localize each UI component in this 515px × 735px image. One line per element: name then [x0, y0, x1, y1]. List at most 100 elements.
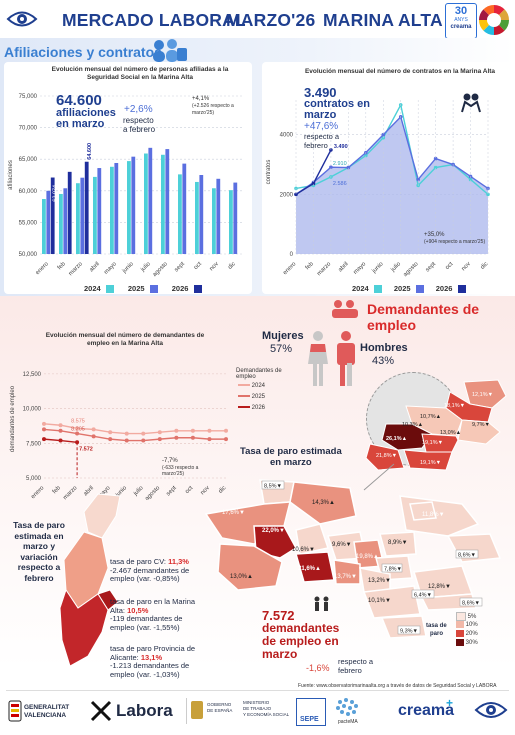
zoom-region-8 — [403, 449, 453, 471]
map-label-m12: 13,7%▼ — [334, 574, 357, 580]
map-legend-title1: tasa de — [426, 623, 447, 629]
zoom-label-z9: 21,8%▼ — [376, 453, 397, 459]
demandantes-legend-title: Demandantes de empleo — [236, 368, 282, 380]
badge-years: ANYS — [454, 17, 468, 23]
x-tick-label: dic — [480, 261, 490, 271]
y-tick-label: 7,500 — [26, 441, 42, 447]
x-tick-label: mayo — [353, 261, 368, 276]
y-tick-label: 75,000 — [19, 94, 38, 100]
point-2025-marzo — [75, 431, 80, 436]
afiliaciones-kpi-value: 64.600 — [56, 92, 102, 109]
point-2025-junio — [124, 438, 129, 443]
x-tick-label: oct — [445, 261, 455, 271]
alicante-province — [59, 588, 109, 667]
point-2024-dic — [224, 428, 228, 433]
tasa-paro-title1: Tasa de paro estimada — [240, 446, 342, 457]
y-axis-label: afiliaciones — [8, 160, 14, 190]
point-2024-julio — [141, 431, 146, 436]
afiliaciones-note: +4,1% — [192, 96, 210, 102]
point-2024-feb — [58, 423, 63, 428]
spain-shield-icon — [191, 701, 203, 719]
point-2025-mayo — [108, 437, 113, 442]
x-tick-label: marzo — [68, 261, 84, 277]
bar-2026-feb — [67, 171, 72, 254]
woman-icon — [306, 330, 330, 388]
bar-2025-abril — [97, 168, 102, 254]
contratos-chart-title: Evolución mensual del número de contrato… — [304, 68, 496, 75]
map-label-m13: 13,0%▲ — [230, 574, 253, 580]
x-tick-label: marzo — [316, 261, 332, 277]
zoom-connector — [363, 463, 395, 491]
header-title-left: MERCADO LABORAL — [62, 10, 246, 30]
point-2026-enero — [42, 437, 46, 442]
afiliaciones-section-title: Afiliaciones y contratos — [4, 44, 162, 60]
people-meeting-icon — [330, 298, 362, 320]
x-tick-label: sept — [174, 261, 186, 273]
header-eye-logo — [6, 6, 38, 32]
data-label-2025-marzo: 62.074 — [52, 185, 58, 202]
badge-brand: creama — [450, 24, 472, 30]
afiliaciones-bar-chart: 50,000 55,000 60,000 65,000 70,000 75,000 afil… — [8, 94, 244, 278]
valencia-title: Tasa de paro estimada en marzo y variaci… — [13, 520, 65, 583]
legend-2025-label: 2025 — [127, 284, 145, 293]
zoom-region-1 — [463, 379, 507, 409]
afiliaciones-kpi-pct-label1: respecto — [123, 116, 154, 125]
legend-2024-swatch — [373, 285, 382, 294]
point-2024-dic — [486, 192, 490, 197]
contratos-kpi-pct-label1: respecto a — [304, 132, 340, 141]
creama-plus-icon: + — [446, 696, 454, 710]
sepe-logo: SEPE — [296, 698, 326, 726]
bar-2024-julio — [144, 153, 148, 254]
point-2025-junio — [381, 132, 386, 137]
map-legend-30: 30% — [456, 639, 478, 648]
mujeres-label: Mujeres — [262, 330, 304, 342]
zoom-region-5 — [381, 423, 433, 451]
afiliaciones-kpi-pct: +2,6% — [124, 104, 153, 115]
castellon-province — [83, 493, 121, 539]
region-m20 — [409, 501, 437, 521]
x-tick-label: junio — [371, 261, 385, 275]
contratos-kpi-pct: +47,6% — [304, 121, 339, 132]
zoom-label-z4: 10,3%▲ — [402, 422, 423, 428]
hombres-label: Hombres — [360, 342, 408, 354]
x-tick-label: dic — [227, 261, 237, 271]
point-2026-enero — [294, 192, 298, 197]
bar-2025-junio — [131, 156, 136, 254]
x-tick-label: sept — [166, 485, 178, 497]
region-m13 — [217, 543, 283, 591]
footer-divider — [6, 690, 509, 691]
zoom-label-z3: 10,7%▲ — [420, 414, 441, 420]
demandantes-kpi-pct: -1,6% — [306, 663, 330, 673]
map-label-m2: 14,3%▲ — [312, 500, 335, 506]
x-tick-label: agosto — [403, 261, 420, 278]
x-tick-label: nov — [200, 485, 211, 496]
badge-number: 30 — [454, 5, 468, 17]
bar-2024-enero — [42, 199, 46, 254]
x-tick-label: julio — [390, 261, 403, 274]
x-tick-label: junio — [121, 261, 135, 275]
point-2025-enero — [42, 427, 46, 432]
y-tick-label: 5,000 — [26, 476, 42, 482]
point-2025-feb — [58, 428, 63, 433]
bar-2024-sept — [178, 174, 182, 254]
x-tick-label: enero — [30, 485, 46, 500]
zoom-label-z2: 18,1%▼ — [444, 403, 465, 409]
x-tick-label: feb — [57, 261, 68, 272]
bar-2025-sept — [182, 163, 187, 254]
map-label-m6: 10,6%▼ — [292, 547, 315, 553]
point-2024-abril — [91, 427, 96, 432]
region-m2 — [289, 481, 357, 525]
y-tick-label: 60,000 — [19, 189, 38, 195]
point-2024-enero — [42, 421, 46, 426]
bar-2025-marzo — [80, 177, 85, 254]
legend-2024-label: 2024 — [84, 284, 101, 293]
point-2024-marzo — [75, 426, 80, 431]
source-note: Fuente: www.observatorimarinaalta.org a … — [298, 683, 497, 689]
pacte-text: pacteMA — [338, 719, 358, 725]
zoom-label-z5: 13,0%▲ — [440, 430, 461, 436]
demandantes-note2: (-633 respecto a marzo'25) — [162, 465, 199, 477]
x-tick-label: agosto — [144, 485, 161, 500]
map-legend-5: 5% — [456, 612, 478, 621]
creama-footer-text: creama — [398, 702, 455, 719]
point-2025-agosto — [416, 177, 420, 182]
